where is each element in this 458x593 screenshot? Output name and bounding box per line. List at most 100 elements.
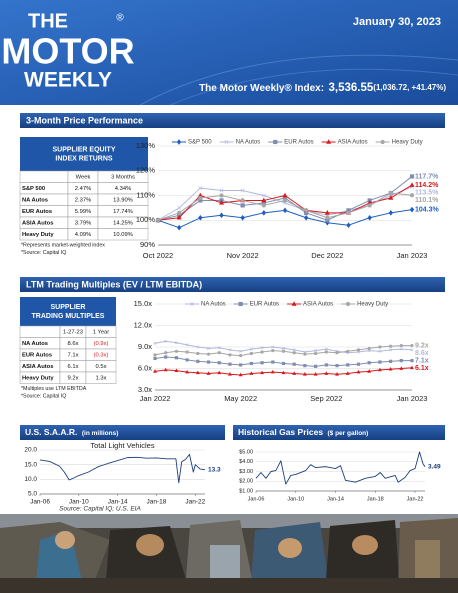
chart-title: U.S. S.A.A.R.	[25, 427, 77, 437]
marker	[303, 364, 307, 368]
table-title: SUPPLIER	[50, 304, 85, 311]
legend-marker	[224, 139, 229, 145]
marker	[153, 356, 157, 361]
marker	[261, 197, 267, 203]
marker	[217, 346, 221, 350]
y-tick-label: 20.0	[24, 447, 37, 454]
marker	[378, 345, 382, 349]
marker	[217, 351, 221, 355]
marker	[346, 349, 350, 353]
table-title: INDEX RETURNS	[55, 155, 113, 162]
marker	[367, 361, 371, 365]
y-tick-label: 120%	[136, 166, 156, 175]
marker	[314, 364, 318, 368]
marker	[196, 345, 200, 349]
index-value: 3,536.55	[329, 82, 374, 94]
marker	[249, 347, 253, 351]
value-label: 8.6x	[415, 350, 429, 357]
marker	[196, 351, 200, 356]
x-tick-label: Jan-10	[287, 496, 304, 502]
row-label: NA Autos	[22, 341, 48, 347]
x-tick-label: Jan-18	[367, 496, 384, 502]
marker	[198, 195, 203, 201]
marker	[313, 372, 318, 376]
marker	[367, 214, 372, 221]
marker	[164, 351, 168, 355]
marker	[198, 214, 203, 221]
x-tick-label: Sep 2022	[310, 394, 342, 403]
marker	[367, 203, 372, 208]
marker	[281, 349, 286, 353]
marker	[346, 222, 351, 229]
table-cell	[19, 170, 69, 183]
marker	[388, 367, 393, 371]
marker	[206, 360, 211, 364]
marker	[389, 348, 393, 352]
x-tick-label: Jan-14	[327, 496, 344, 502]
value-label: 6.1x	[415, 365, 429, 372]
marker	[303, 352, 307, 356]
marker	[260, 370, 265, 375]
y-tick-label: 5.0	[28, 491, 37, 498]
marker	[217, 370, 222, 375]
marker	[410, 359, 414, 363]
marker	[271, 348, 275, 353]
marker	[260, 361, 264, 365]
marker	[356, 362, 361, 366]
index-line: The Motor Weekly® Index: 3,536.55(1,036.…	[199, 79, 446, 96]
marker	[378, 360, 382, 364]
marker	[185, 358, 189, 362]
legend-marker	[345, 301, 351, 307]
row-label: S&P 500	[22, 186, 45, 192]
y-tick-label: 90%	[140, 240, 155, 249]
marker	[304, 208, 309, 213]
marker	[260, 350, 264, 354]
marker	[377, 367, 382, 372]
x-tick-label: Dec 2022	[311, 251, 343, 260]
table-value: 0.5x	[96, 364, 107, 370]
y-tick-label: 6.0x	[138, 363, 152, 372]
table-value: 6.1x	[68, 364, 79, 370]
value-label: 7.1x	[415, 357, 429, 364]
column-header: Week	[76, 174, 91, 180]
value-label: 13.3	[208, 466, 221, 473]
marker	[335, 372, 339, 376]
marker	[345, 371, 350, 375]
marker	[314, 351, 318, 356]
marker	[324, 347, 328, 351]
marker	[174, 356, 179, 360]
marker	[325, 215, 330, 220]
index-change: (1,036.72, +41.47%)	[373, 83, 446, 92]
marker	[399, 359, 403, 363]
x-tick-label: Jan 2023	[397, 394, 428, 403]
marker	[240, 203, 245, 208]
date: January 30, 2023	[353, 16, 441, 28]
x-tick-label: Jan-22	[407, 496, 424, 502]
x-tick-label: Nov 2022	[227, 251, 259, 260]
table-value: 10.09%	[113, 232, 133, 238]
marker	[206, 352, 211, 356]
marker	[177, 210, 182, 215]
table-value: (0.3x)	[94, 352, 109, 358]
table-header	[20, 297, 116, 326]
y-tick-label: 10.0	[24, 476, 37, 483]
table-value: 4.34%	[115, 186, 131, 192]
row-label: EUR Autos	[22, 352, 52, 358]
marker	[261, 203, 266, 208]
marker	[335, 364, 339, 368]
column-header: 1-27-23	[63, 329, 83, 335]
value-label: 104.3%	[415, 206, 440, 213]
index-label: The Motor Weekly® Index:	[199, 83, 324, 94]
marker	[228, 362, 232, 366]
value-label: 9.2x	[415, 342, 429, 349]
legend-marker	[326, 139, 332, 144]
marker	[228, 353, 232, 357]
table-value: 2.47%	[75, 186, 91, 192]
marker	[399, 366, 404, 370]
marker	[292, 351, 296, 355]
marker	[410, 343, 414, 348]
marker	[367, 346, 371, 351]
y-tick-label: 15.0	[24, 461, 37, 468]
marker	[324, 350, 328, 354]
